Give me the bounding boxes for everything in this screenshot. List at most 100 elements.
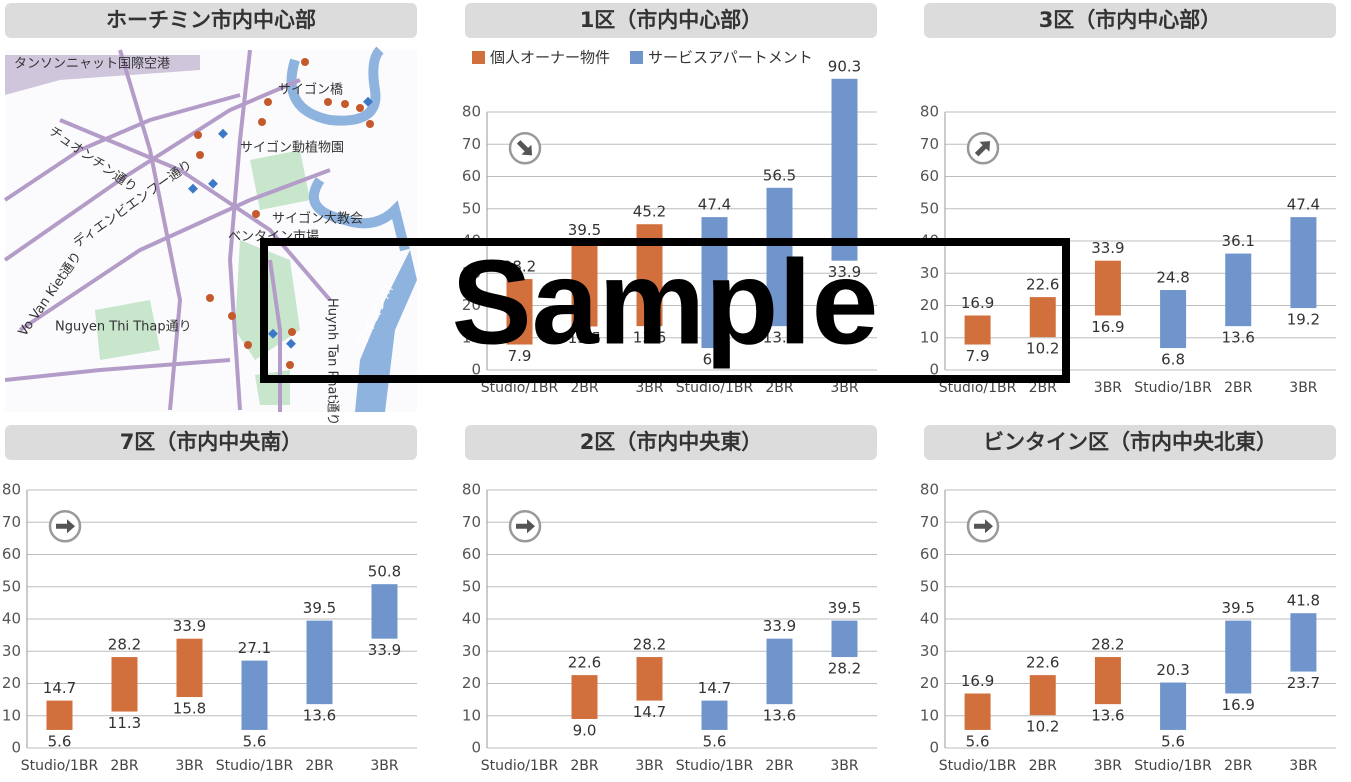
trend-icon xyxy=(966,510,1000,543)
x-tick-label: 3BR xyxy=(635,380,664,396)
data-label: 27.1 xyxy=(238,639,271,657)
x-tick-label: 2BR xyxy=(1224,380,1253,396)
y-tick-label: 60 xyxy=(920,545,939,563)
trend-icon xyxy=(966,132,1000,165)
legend-label: サービスアパートメント xyxy=(648,49,813,67)
data-label: 20.3 xyxy=(1156,661,1189,679)
y-tick-label: 0 xyxy=(471,361,481,379)
y-tick-label: 10 xyxy=(2,706,21,724)
data-label: 11.3 xyxy=(108,714,141,732)
trend-arrow xyxy=(974,519,993,534)
y-tick-label: 0 xyxy=(11,739,21,757)
y-tick-label: 0 xyxy=(929,361,939,379)
map-title: ホーチミン市内中心部 xyxy=(106,8,316,32)
x-tick-label: Studio/1BR xyxy=(676,380,754,396)
y-tick-label: 60 xyxy=(462,545,481,563)
data-label: 13.6 xyxy=(303,707,336,725)
data-label: 39.5 xyxy=(303,599,336,617)
y-tick-label: 80 xyxy=(2,481,21,499)
y-tick-label: 20 xyxy=(462,674,481,692)
data-label: 19.2 xyxy=(1287,311,1320,329)
y-tick-label: 10 xyxy=(920,328,939,346)
bar xyxy=(831,78,858,261)
map-label: サイゴン大教会 xyxy=(272,211,363,227)
data-label: 5.6 xyxy=(1161,732,1185,750)
bar xyxy=(766,638,793,705)
river xyxy=(286,46,384,126)
map-label: タンソンニャット国際空港 xyxy=(14,57,170,72)
bar xyxy=(571,242,598,327)
x-tick-label: Studio/1BR xyxy=(481,380,559,396)
data-label: 14.7 xyxy=(633,703,666,721)
y-tick-label: 50 xyxy=(462,577,481,595)
bar xyxy=(1290,613,1317,672)
data-label: 24.8 xyxy=(1156,269,1189,287)
trend-icon xyxy=(48,510,82,543)
x-tick-label: Studio/1BR xyxy=(481,758,559,774)
y-tick-label: 70 xyxy=(462,135,481,153)
y-tick-label: 60 xyxy=(462,167,481,185)
map-panel: ホーチミン市内中心部 タンソンニャット国際空港 サイゴン橋 サイゴン動植物園 xyxy=(3,3,417,426)
trend-arrow xyxy=(974,141,991,157)
data-label: 39.5 xyxy=(828,599,861,617)
watermark: Sample xyxy=(260,236,1070,383)
data-label: 45.2 xyxy=(633,203,666,221)
data-label: 22.6 xyxy=(568,654,601,672)
data-label: 28.2 xyxy=(633,636,666,654)
y-tick-label: 50 xyxy=(2,577,21,595)
y-tick-label: 80 xyxy=(920,103,939,121)
bar xyxy=(766,187,793,327)
y-tick-label: 80 xyxy=(920,481,939,499)
y-tick-label: 0 xyxy=(929,739,939,757)
bar xyxy=(46,700,73,730)
x-tick-label: 2BR xyxy=(305,758,334,774)
y-tick-label: 50 xyxy=(920,577,939,595)
river xyxy=(308,177,410,252)
map-dots xyxy=(194,58,374,369)
bar xyxy=(964,315,991,345)
data-label: 39.5 xyxy=(1222,599,1255,617)
bar xyxy=(1094,260,1121,316)
y-tick-label: 20 xyxy=(920,674,939,692)
x-tick-label: 2BR xyxy=(765,380,794,396)
data-label: 13.5 xyxy=(568,329,601,347)
data-label: 6.8 xyxy=(703,351,727,369)
y-tick-label: 70 xyxy=(2,513,21,531)
bar xyxy=(1225,253,1252,327)
data-label: 13.6 xyxy=(633,329,666,347)
chart-title: 7区（市内中央南） xyxy=(120,430,303,454)
bar xyxy=(1029,297,1056,338)
data-label: 23.7 xyxy=(1287,674,1320,692)
trend-arrow xyxy=(516,519,535,534)
chart-title: ビンタイン区（市内中央北東） xyxy=(983,430,1277,454)
trend-arrow xyxy=(516,140,533,156)
x-tick-label: 3BR xyxy=(830,380,859,396)
data-label: 7.9 xyxy=(508,347,532,365)
data-label: 6.8 xyxy=(1161,351,1185,369)
map-bg xyxy=(5,50,417,412)
bar xyxy=(571,675,598,719)
data-label: 47.4 xyxy=(698,196,731,214)
x-tick-label: 3BR xyxy=(1094,758,1123,774)
x-tick-label: 2BR xyxy=(570,758,599,774)
legend-swatch xyxy=(630,51,644,64)
y-tick-label: 70 xyxy=(920,513,939,531)
x-tick-label: 2BR xyxy=(1224,758,1253,774)
y-tick-label: 70 xyxy=(920,135,939,153)
data-label: 5.6 xyxy=(703,732,727,750)
map-label: Nguyen Thi Thap通り xyxy=(55,320,192,335)
data-label: 28.2 xyxy=(503,258,536,276)
x-tick-label: Studio/1BR xyxy=(1134,380,1212,396)
y-tick-label: 10 xyxy=(920,706,939,724)
y-tick-label: 20 xyxy=(920,296,939,314)
y-tick-label: 50 xyxy=(462,199,481,217)
map-label: Huynh Tan Phat通り xyxy=(325,298,340,426)
data-label: 16.9 xyxy=(1091,318,1124,336)
trend-arrow xyxy=(56,519,75,534)
data-label: 41.8 xyxy=(1287,592,1320,610)
river xyxy=(355,250,417,412)
bar xyxy=(701,700,728,730)
title-box xyxy=(924,3,1336,38)
data-label: 33.9 xyxy=(173,617,206,635)
